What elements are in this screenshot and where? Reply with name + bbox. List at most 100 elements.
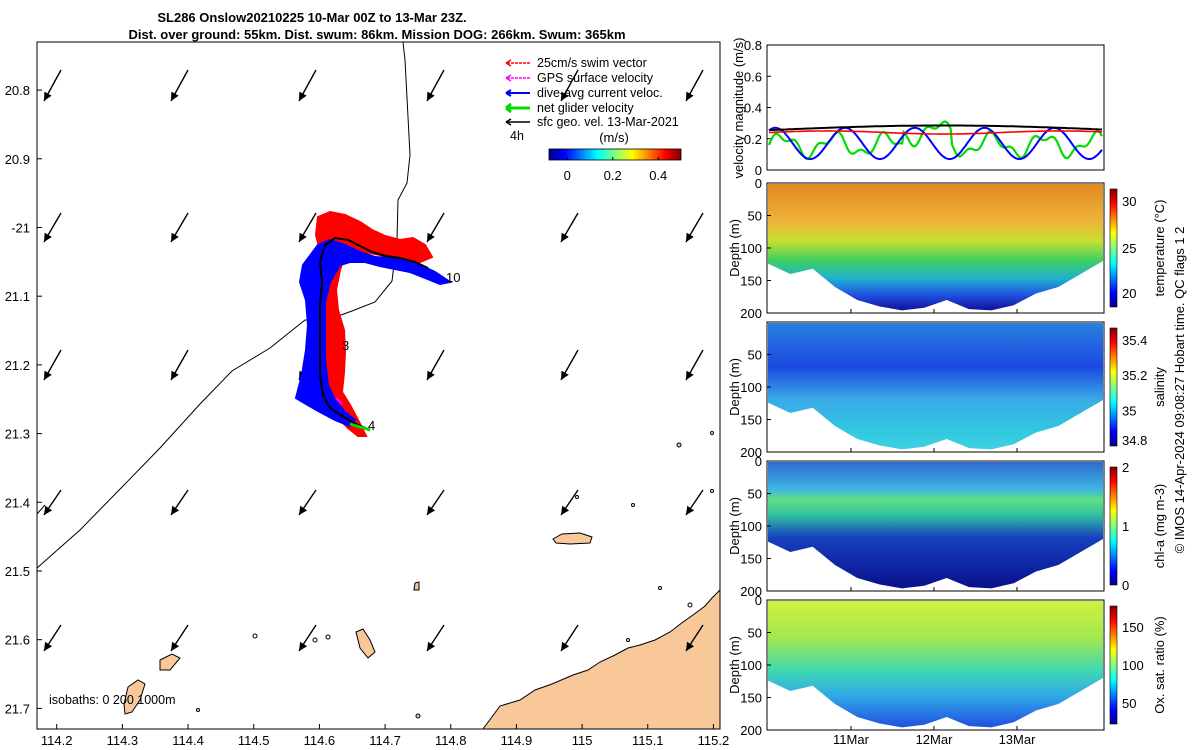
map-x-tick: 114.8 (435, 733, 467, 748)
geo-velocity-arrow (298, 212, 317, 243)
legend-gps: GPS surface velocity (537, 71, 654, 85)
credit: © IMOS 14-Apr-2024 09:08:27 Hobart time.… (1172, 227, 1187, 554)
colorbar-gradient (548, 148, 682, 161)
oxygen-cbar-label: Ox. sat. ratio (%) (1152, 616, 1167, 714)
geo-velocity-arrow (298, 489, 317, 516)
temperature-cbar-tick: 20 (1122, 286, 1136, 301)
velocity-tick: 0.2 (744, 132, 762, 147)
geo-velocity-arrow (43, 489, 62, 516)
geo-velocity-arrow (560, 69, 579, 102)
legend-arrowhead (505, 74, 512, 82)
salinity-cbar-tick: 35.2 (1122, 368, 1147, 383)
salinity-colorbar (1109, 327, 1118, 447)
map-y-axis: 20.8 20.9 -21 21.1 21.2 21.3 21.4 21.5 21.6 21.7 (5, 83, 42, 716)
islet (415, 713, 421, 719)
salinity-panel: 50 100 150 200 Depth (m) 35.4 35.2 35 34.8 salini… (727, 321, 1167, 460)
map-x-tick: 115 (572, 733, 593, 748)
colorbar-ticks: 0 0.2 0.4 (564, 157, 667, 183)
isobath-200 (36, 41, 411, 569)
time-tick: 13Mar (999, 732, 1037, 747)
marker-4: 4 (368, 418, 375, 433)
colorbar-tick: 0.4 (649, 168, 667, 183)
map-y-tick: 21.7 (5, 701, 30, 716)
gps-surface-velocity (335, 397, 343, 405)
legend-arrowhead (505, 102, 512, 114)
oxygen-depth-tick: 150 (740, 691, 762, 706)
geo-velocity-arrow (170, 624, 189, 652)
legend-swim-vector: 25cm/s swim vector (537, 56, 647, 70)
interval-label: 4h (510, 129, 524, 143)
temperature-panel: 0 50 100 150 200 Depth (m) 30 25 20 temperature (… (727, 176, 1167, 321)
chla-depth-tick: 0 (755, 454, 762, 469)
islet (710, 489, 714, 493)
island-1 (552, 532, 593, 545)
map-y-tick: -21 (11, 220, 30, 235)
geo-velocity-arrow (685, 489, 704, 516)
geo-velocity-arrow (170, 212, 189, 243)
geo-velocity-arrow (43, 624, 62, 652)
oxygen-cbar-tick: 100 (1122, 658, 1144, 673)
map-x-tick: 114.4 (172, 733, 204, 748)
chla-cbar-tick: 1 (1122, 519, 1129, 534)
colorbar-title: (m/s) (599, 130, 629, 145)
geo-velocity-arrow (560, 212, 579, 243)
salinity-depth-tick: 150 (740, 413, 762, 428)
oxygen-depth-tick: 0 (755, 593, 762, 608)
salinity-ylabel: Depth (m) (727, 358, 742, 416)
geo-velocity-arrow (426, 349, 445, 381)
chla-depth-tick: 150 (740, 552, 762, 567)
geo-velocity-arrow (170, 69, 189, 102)
map-x-tick: 114.7 (369, 733, 401, 748)
chla-cbar-tick: 2 (1122, 460, 1129, 475)
island-2 (355, 628, 376, 659)
velocity-tick: 0.4 (744, 101, 762, 116)
islet (676, 442, 682, 448)
legend-arrowhead (505, 59, 512, 67)
salinity-cbar-label: salinity (1152, 367, 1167, 407)
geo-velocity-arrow (685, 69, 704, 102)
title-line-2: Dist. over ground: 55km. Dist. swum: 86k… (128, 27, 625, 42)
map-x-tick: 114.3 (107, 733, 139, 748)
chla-colorbar (1109, 466, 1118, 586)
map-legend: 25cm/s swim vector GPS surface velocity … (505, 56, 679, 143)
geo-velocity-arrow (685, 212, 704, 243)
oxygen-cbar-tick: 150 (1122, 620, 1144, 635)
temperature-section-fill (768, 184, 1103, 311)
temperature-depth-tick: 150 (740, 274, 762, 289)
velocity-ylabel: velocity magnitude (m/s) (731, 38, 746, 179)
temperature-depth-tick: 200 (740, 306, 762, 321)
islet (687, 602, 693, 608)
oxygen-ylabel: Depth (m) (727, 636, 742, 694)
legend-dive-avg: dive-avg current veloc. (537, 86, 663, 100)
colorbar-tick: 0.2 (604, 168, 622, 183)
map-x-tick: 114.6 (304, 733, 336, 748)
islet (631, 503, 635, 507)
oxygen-depth-tick: 100 (740, 658, 762, 673)
map-y-tick: 21.5 (5, 564, 30, 579)
velocity-tick: 0.6 (744, 69, 762, 84)
salinity-cbar-tick: 35 (1122, 404, 1136, 419)
map-x-axis: 114.2 114.3 114.4 114.5 114.6 114.7 114.8 114.9… (41, 724, 729, 748)
geo-velocity-arrow (560, 624, 579, 652)
geo-velocity-arrow (426, 624, 445, 652)
velocity-series-swim (768, 130, 1103, 135)
velocity-panel: 0 0.2 0.4 0.6 0.8 velocity magnitude (m/s) (731, 38, 1105, 179)
legend-arrowhead (505, 89, 512, 97)
island-4 (123, 679, 146, 715)
geo-velocity-arrow (685, 349, 704, 381)
chla-depth-tick: 200 (740, 584, 762, 599)
temperature-depth-tick: 100 (740, 241, 762, 256)
velocity-tick: 0.8 (744, 38, 762, 53)
velocity-series-sfc-geo (768, 124, 1103, 132)
net-glider-track (318, 236, 429, 431)
velocity-axes (766, 44, 1105, 171)
geo-velocity-arrow (43, 212, 62, 243)
title-line-1: SL286 Onslow20210225 10-Mar 00Z to 13-Ma… (157, 10, 466, 25)
map-x-tick: 114.9 (501, 733, 533, 748)
geo-velocity-arrow (426, 69, 445, 102)
chla-cbar-tick: 0 (1122, 578, 1129, 593)
chla-section-fill (768, 462, 1103, 589)
islet (658, 586, 662, 590)
map-y-tick: 21.2 (5, 358, 30, 373)
